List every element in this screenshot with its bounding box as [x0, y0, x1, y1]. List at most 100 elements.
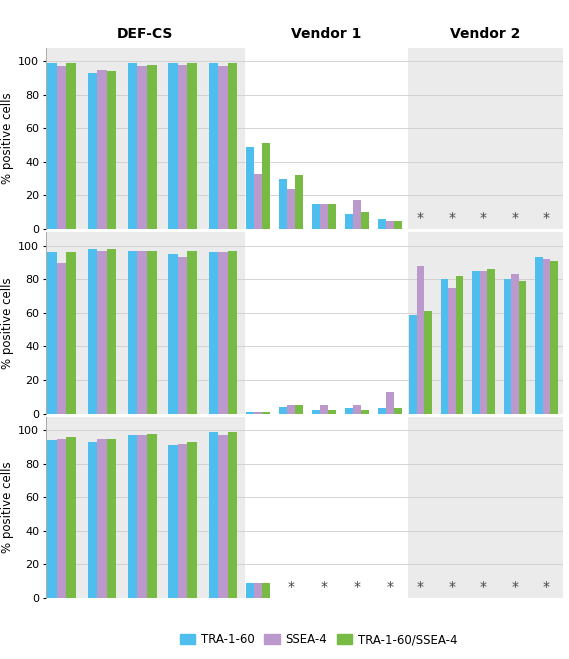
- Text: *: *: [417, 211, 424, 225]
- Bar: [97, 439, 106, 598]
- Text: DEF-CS: DEF-CS: [117, 27, 174, 41]
- Text: *: *: [480, 580, 487, 594]
- Bar: [254, 583, 262, 598]
- Bar: [320, 204, 328, 229]
- Bar: [218, 67, 228, 229]
- Bar: [262, 583, 270, 598]
- Bar: [47, 63, 57, 229]
- Bar: [504, 279, 511, 414]
- Bar: [328, 410, 336, 414]
- Bar: [57, 439, 66, 598]
- Bar: [106, 439, 116, 598]
- Text: *: *: [287, 580, 295, 594]
- Bar: [147, 65, 156, 229]
- Bar: [262, 144, 270, 229]
- Bar: [295, 405, 303, 414]
- Bar: [88, 442, 97, 598]
- Text: *: *: [353, 580, 361, 594]
- Bar: [187, 251, 197, 414]
- Bar: [279, 179, 287, 229]
- Text: *: *: [543, 211, 550, 225]
- Bar: [138, 67, 147, 229]
- Text: *: *: [480, 211, 487, 225]
- Bar: [106, 71, 116, 229]
- Bar: [262, 412, 270, 414]
- Bar: [246, 147, 254, 229]
- Bar: [209, 63, 218, 229]
- Bar: [378, 219, 386, 229]
- Bar: [47, 440, 57, 598]
- Bar: [287, 405, 295, 414]
- Bar: [218, 436, 228, 598]
- Bar: [295, 175, 303, 229]
- Bar: [279, 407, 287, 414]
- Bar: [378, 409, 386, 414]
- Text: ChiPSC22: ChiPSC22: [17, 105, 29, 172]
- Bar: [409, 314, 417, 414]
- Text: *: *: [512, 211, 518, 225]
- Bar: [209, 432, 218, 598]
- Bar: [138, 251, 147, 414]
- Text: ChiPSC18: ChiPSC18: [17, 474, 29, 541]
- Bar: [178, 258, 187, 414]
- Text: *: *: [512, 580, 518, 594]
- Bar: [228, 251, 237, 414]
- Bar: [394, 221, 402, 229]
- Bar: [47, 252, 57, 414]
- Bar: [228, 432, 237, 598]
- Bar: [88, 73, 97, 229]
- Bar: [345, 214, 353, 229]
- Y-axis label: % positive cells: % positive cells: [1, 277, 14, 369]
- Text: *: *: [543, 580, 550, 594]
- Bar: [128, 63, 138, 229]
- Bar: [88, 249, 97, 414]
- Bar: [287, 188, 295, 229]
- Bar: [320, 405, 328, 414]
- Bar: [448, 288, 456, 414]
- Bar: [386, 221, 394, 229]
- Bar: [106, 249, 116, 414]
- Bar: [128, 251, 138, 414]
- Bar: [361, 410, 369, 414]
- Bar: [147, 251, 156, 414]
- Bar: [254, 412, 262, 414]
- Text: ChiPSC12: ChiPSC12: [17, 289, 29, 357]
- Bar: [168, 445, 178, 598]
- Text: *: *: [387, 580, 394, 594]
- Bar: [417, 266, 424, 414]
- Y-axis label: % positive cells: % positive cells: [1, 461, 14, 554]
- Bar: [138, 436, 147, 598]
- Bar: [312, 410, 320, 414]
- Bar: [218, 252, 228, 414]
- Bar: [353, 200, 361, 229]
- Bar: [441, 279, 448, 414]
- Bar: [518, 281, 526, 414]
- Bar: [361, 212, 369, 229]
- Bar: [66, 252, 76, 414]
- Bar: [168, 63, 178, 229]
- Bar: [57, 67, 66, 229]
- Legend: TRA-1-60, SSEA-4, TRA-1-60/SSEA-4: TRA-1-60, SSEA-4, TRA-1-60/SSEA-4: [175, 629, 462, 651]
- Bar: [472, 271, 480, 414]
- Bar: [312, 204, 320, 229]
- Bar: [178, 65, 187, 229]
- Bar: [394, 409, 402, 414]
- Bar: [254, 173, 262, 229]
- Bar: [487, 270, 494, 414]
- Bar: [535, 258, 543, 414]
- Bar: [511, 274, 518, 414]
- Text: Vendor 2: Vendor 2: [451, 27, 521, 41]
- Text: Vendor 1: Vendor 1: [291, 27, 362, 41]
- Bar: [97, 251, 106, 414]
- Bar: [424, 311, 431, 414]
- Bar: [57, 262, 66, 414]
- Bar: [97, 70, 106, 229]
- Text: *: *: [448, 580, 455, 594]
- Bar: [353, 405, 361, 414]
- Bar: [209, 252, 218, 414]
- Bar: [480, 271, 487, 414]
- Text: *: *: [320, 580, 328, 594]
- Bar: [66, 63, 76, 229]
- Bar: [456, 276, 463, 414]
- Bar: [187, 442, 197, 598]
